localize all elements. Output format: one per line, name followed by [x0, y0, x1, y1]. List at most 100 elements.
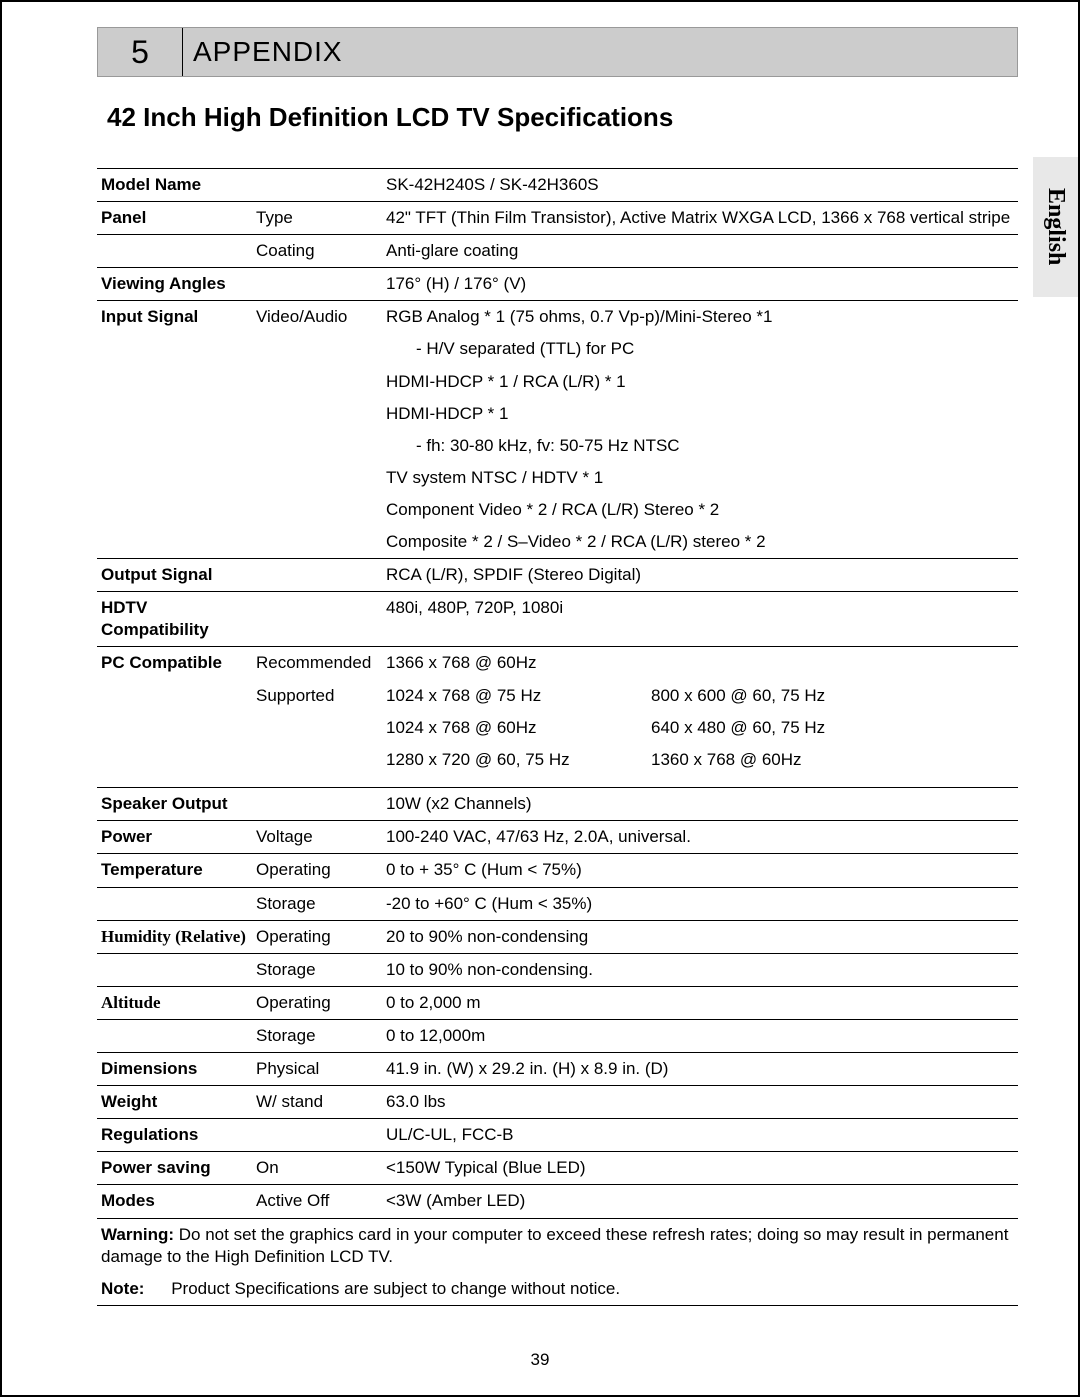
- spec-subcategory: [252, 592, 382, 647]
- spec-value: 20 to 90% non-condensing: [382, 920, 1018, 953]
- table-row: RegulationsUL/C-UL, FCC-B: [97, 1119, 1018, 1152]
- spec-value: - H/V separated (TTL) for PC: [382, 333, 1018, 365]
- chapter-number: 5: [98, 28, 183, 76]
- table-row: WeightW/ stand63.0 lbs: [97, 1086, 1018, 1119]
- spec-subcategory: Voltage: [252, 821, 382, 854]
- spec-category: Temperature: [97, 854, 252, 887]
- spec-subcategory: [252, 788, 382, 821]
- spec-category: [97, 462, 252, 494]
- note-label: Note:: [101, 1279, 144, 1298]
- spec-category: Regulations: [97, 1119, 252, 1152]
- spec-value: Composite * 2 / S–Video * 2 / RCA (L/R) …: [382, 526, 1018, 559]
- table-row: Model NameSK-42H240S / SK-42H360S: [97, 169, 1018, 202]
- spec-value: Anti-glare coating: [382, 235, 1018, 268]
- spec-subcategory: [252, 169, 382, 202]
- spec-category: Weight: [97, 1086, 252, 1119]
- page-container: 5 APPENDIX 42 Inch High Definition LCD T…: [0, 0, 1080, 1397]
- page-title: 42 Inch High Definition LCD TV Specifica…: [107, 102, 1018, 133]
- spec-subcategory: [252, 1119, 382, 1152]
- spec-subcategory: [252, 494, 382, 526]
- spec-category: [97, 366, 252, 398]
- page-number: 39: [2, 1350, 1078, 1370]
- chapter-title: APPENDIX: [183, 28, 1017, 76]
- table-row: Storage0 to 12,000m: [97, 1019, 1018, 1052]
- spec-category: [97, 953, 252, 986]
- table-row: TemperatureOperating0 to + 35° C (Hum < …: [97, 854, 1018, 887]
- spec-value: 0 to 12,000m: [382, 1019, 1018, 1052]
- spec-value: - fh: 30-80 kHz, fv: 50-75 Hz NTSC: [382, 430, 1018, 462]
- spec-value: 1024 x 768 @ 60Hz: [382, 712, 647, 744]
- spec-value: TV system NTSC / HDTV * 1: [382, 462, 1018, 494]
- spec-value: -20 to +60° C (Hum < 35%): [382, 887, 1018, 920]
- table-row: DimensionsPhysical41.9 in. (W) x 29.2 in…: [97, 1053, 1018, 1086]
- spec-value: 10W (x2 Channels): [382, 788, 1018, 821]
- spec-value: 0 to + 35° C (Hum < 75%): [382, 854, 1018, 887]
- warning-row: Warning: Do not set the graphics card in…: [97, 1218, 1018, 1273]
- spec-subcategory: Storage: [252, 953, 382, 986]
- note-row: Note: Product Specifications are subject…: [97, 1273, 1018, 1306]
- spec-subcategory: Operating: [252, 854, 382, 887]
- spec-value: 41.9 in. (W) x 29.2 in. (H) x 8.9 in. (D…: [382, 1053, 1018, 1086]
- spec-category: [97, 680, 252, 712]
- spec-category: Humidity (Relative): [97, 920, 252, 953]
- table-row: Component Video * 2 / RCA (L/R) Stereo *…: [97, 494, 1018, 526]
- spec-table: Model NameSK-42H240S / SK-42H360SPanelTy…: [97, 168, 1018, 1306]
- spec-value: 0 to 2,000 m: [382, 986, 1018, 1019]
- spec-subcategory: [252, 430, 382, 462]
- spec-subcategory: Recommended: [252, 647, 382, 680]
- spec-subcategory: Operating: [252, 986, 382, 1019]
- spec-value: 640 x 480 @ 60, 75 Hz: [647, 712, 1018, 744]
- spec-value: 10 to 90% non-condensing.: [382, 953, 1018, 986]
- spec-value: <150W Typical (Blue LED): [382, 1152, 1018, 1185]
- spec-subcategory: Supported: [252, 680, 382, 712]
- table-row: PowerVoltage100-240 VAC, 47/63 Hz, 2.0A,…: [97, 821, 1018, 854]
- spec-value: <3W (Amber LED): [382, 1185, 1018, 1218]
- spec-category: Viewing Angles: [97, 268, 252, 301]
- spec-subcategory: Storage: [252, 1019, 382, 1052]
- table-row: Storage-20 to +60° C (Hum < 35%): [97, 887, 1018, 920]
- spec-value: 1280 x 720 @ 60, 75 Hz: [382, 744, 647, 776]
- spec-category: Input Signal: [97, 301, 252, 334]
- spec-value: 480i, 480P, 720P, 1080i: [382, 592, 1018, 647]
- table-row: Composite * 2 / S–Video * 2 / RCA (L/R) …: [97, 526, 1018, 559]
- table-row: Storage10 to 90% non-condensing.: [97, 953, 1018, 986]
- spec-category: [97, 398, 252, 430]
- table-row: Viewing Angles176° (H) / 176° (V): [97, 268, 1018, 301]
- spec-category: [97, 526, 252, 559]
- spec-subcategory: W/ stand: [252, 1086, 382, 1119]
- spec-subcategory: [252, 526, 382, 559]
- spec-value: SK-42H240S / SK-42H360S: [382, 169, 1018, 202]
- spec-subcategory: Coating: [252, 235, 382, 268]
- table-row: 1280 x 720 @ 60, 75 Hz1360 x 768 @ 60Hz: [97, 744, 1018, 776]
- spec-value: RCA (L/R), SPDIF (Stereo Digital): [382, 559, 1018, 592]
- spec-value: 42" TFT (Thin Film Transistor), Active M…: [382, 202, 1018, 235]
- spec-category: Speaker Output: [97, 788, 252, 821]
- note-text: Product Specifications are subject to ch…: [149, 1279, 620, 1298]
- table-row: - fh: 30-80 kHz, fv: 50-75 Hz NTSC: [97, 430, 1018, 462]
- spec-category: [97, 744, 252, 776]
- table-row: HDMI-HDCP * 1 / RCA (L/R) * 1: [97, 366, 1018, 398]
- spec-value: 63.0 lbs: [382, 1086, 1018, 1119]
- table-row: Output SignalRCA (L/R), SPDIF (Stereo Di…: [97, 559, 1018, 592]
- spec-subcategory: [252, 268, 382, 301]
- spec-value: HDMI-HDCP * 1: [382, 398, 1018, 430]
- table-row: ModesActive Off<3W (Amber LED): [97, 1185, 1018, 1218]
- table-row: 1024 x 768 @ 60Hz640 x 480 @ 60, 75 Hz: [97, 712, 1018, 744]
- spec-category: [97, 887, 252, 920]
- spec-value: 800 x 600 @ 60, 75 Hz: [647, 680, 1018, 712]
- spacer-row: [97, 776, 1018, 788]
- table-row: Input SignalVideo/AudioRGB Analog * 1 (7…: [97, 301, 1018, 334]
- spec-subcategory: [252, 398, 382, 430]
- spec-category: [97, 1019, 252, 1052]
- spec-value: Component Video * 2 / RCA (L/R) Stereo *…: [382, 494, 1018, 526]
- table-row: PC Compatible Recommended 1366 x 768 @ 6…: [97, 647, 1018, 680]
- table-row: TV system NTSC / HDTV * 1: [97, 462, 1018, 494]
- spec-category: [97, 235, 252, 268]
- spec-category: Power saving: [97, 1152, 252, 1185]
- spec-category: HDTV Compatibility: [97, 592, 252, 647]
- table-row: CoatingAnti-glare coating: [97, 235, 1018, 268]
- table-row: Speaker Output 10W (x2 Channels): [97, 788, 1018, 821]
- spec-subcategory: Physical: [252, 1053, 382, 1086]
- language-tab: English: [1033, 157, 1078, 297]
- table-row: Supported1024 x 768 @ 75 Hz800 x 600 @ 6…: [97, 680, 1018, 712]
